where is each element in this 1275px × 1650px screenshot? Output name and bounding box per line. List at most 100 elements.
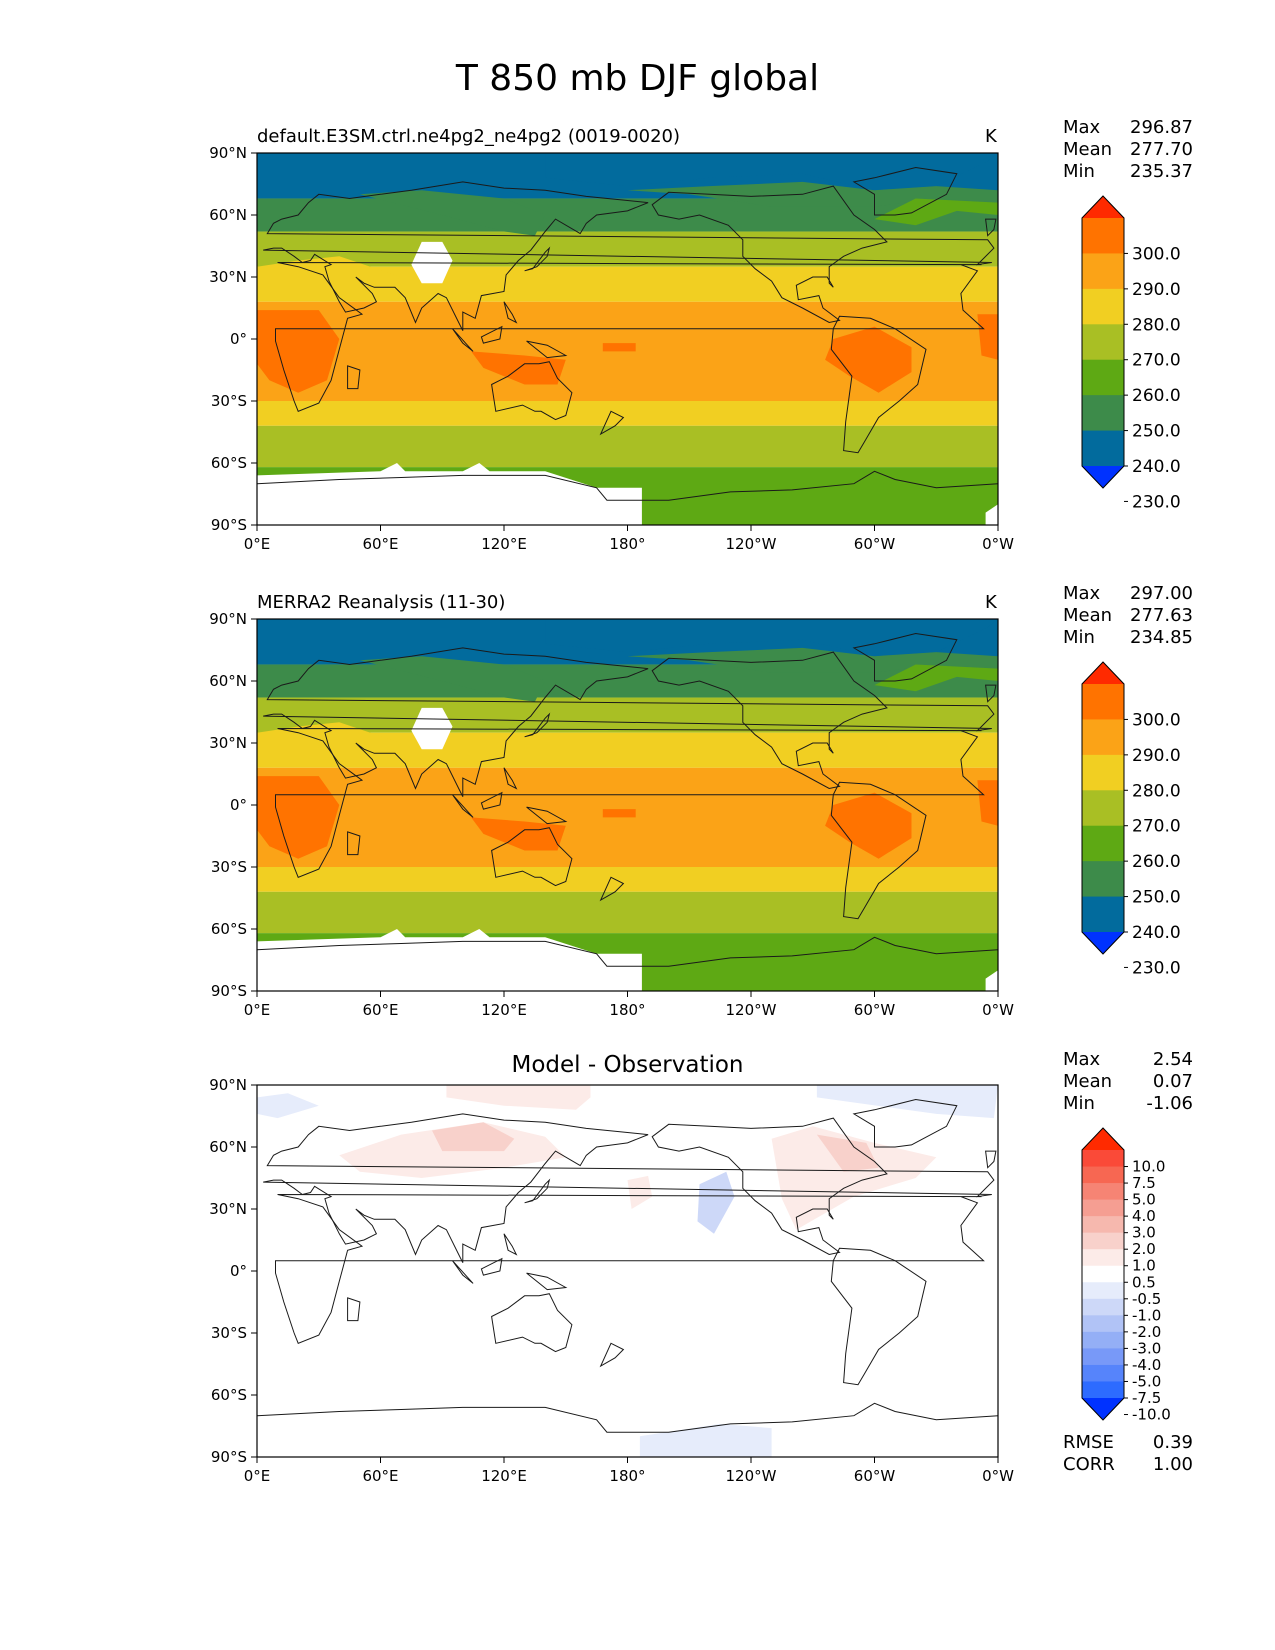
colorbar-swatch: [1082, 932, 1124, 954]
colorbar-swatch: [1082, 1265, 1124, 1283]
panel-obs: MERRA2 Reanalysis (11-30) K 0°E 60°E 120°E…: [0, 583, 1275, 1062]
y-tick-label: 90°N: [209, 1076, 247, 1094]
colorbar-swatch: [1082, 430, 1124, 467]
y-tick-label: 90°S: [211, 982, 247, 1000]
colorbar-label: 5.0: [1132, 1191, 1156, 1209]
colorbar-label: 300.0: [1132, 244, 1181, 264]
stat-mean: 0.07: [1152, 1071, 1193, 1092]
stat-label: Max: [1063, 583, 1101, 604]
panel-title: Model - Observation: [511, 1052, 744, 1078]
coastline-outline: [503, 1233, 518, 1256]
contour-region: [697, 1171, 735, 1234]
colorbar-label: 240.0: [1132, 457, 1181, 477]
contour-region: [627, 181, 998, 207]
coastline-outline: [263, 1113, 995, 1263]
contour-region: [602, 809, 636, 818]
colorbar-label: 7.5: [1132, 1174, 1156, 1192]
coastline-outline: [830, 1247, 927, 1386]
contour-region: [639, 1423, 772, 1457]
y-tick-label: 60°N: [209, 1138, 247, 1156]
error-stats: RMSE 0.39 CORR 1.00: [1063, 1432, 1193, 1476]
x-tick-label: 60°E: [362, 1001, 398, 1019]
contour-region: [257, 776, 340, 859]
colorbar-label: -10.0: [1132, 1406, 1171, 1424]
panel-model: default.E3SM.ctrl.ne4pg2_ne4pg2 (0019-00…: [0, 117, 1275, 596]
map-plot-diff: 0°E 60°E 120°E 180° 120°W 60°W 0°W 90°N 60°N 30°N…: [209, 1076, 1171, 1485]
y-tick-label: 30°N: [209, 1200, 247, 1218]
contour-region: [257, 929, 642, 991]
colorbar-label: 260.0: [1132, 386, 1181, 406]
coastline-outline: [599, 1342, 625, 1368]
filled-contours: [257, 153, 998, 525]
figure-title: T 850 mb DJF global: [455, 58, 820, 99]
contour-region: [257, 1093, 319, 1119]
colorbar-swatch: [1082, 218, 1124, 254]
x-tick-label: 120°E: [481, 535, 527, 553]
x-tick-label: 60°W: [854, 535, 896, 553]
colorbar: 300.0 290.0 280.0 270.0 260.0 250.0 240.0 230.0: [1081, 661, 1181, 978]
stat-label: CORR: [1063, 1454, 1115, 1475]
colorbar-swatch: [1082, 825, 1124, 862]
coastline-outline: [275, 728, 985, 878]
panel-units: K: [985, 592, 997, 613]
coastline-outline: [524, 712, 551, 738]
stat-rmse: 0.39: [1152, 1432, 1193, 1453]
stat-min: -1.06: [1146, 1093, 1193, 1114]
colorbar-swatch: [1082, 1199, 1124, 1217]
contour-region: [977, 314, 998, 360]
coastline-outline: [491, 827, 573, 887]
x-tick-label: 180°: [609, 1467, 645, 1485]
contour-region: [627, 647, 998, 673]
map-plot-model: 0°E 60°E 120°E 180° 120°W 60°W 0°W 90°N 60°N 30°N…: [209, 144, 1181, 553]
coastline-outline: [452, 328, 474, 352]
y-tick-label: 90°S: [211, 1448, 247, 1466]
coastline-outline: [347, 365, 361, 390]
y-tick-label: 60°N: [209, 206, 247, 224]
colorbar-swatch: [1082, 1150, 1124, 1168]
colorbar-label: 10.0: [1132, 1158, 1165, 1176]
stat-label: Max: [1063, 117, 1101, 138]
stat-min: 234.85: [1130, 627, 1193, 648]
coastline-outline: [830, 315, 927, 454]
stats-box: Max 297.00 Mean 277.63 Min 234.85: [1063, 583, 1193, 649]
colorbar-swatch: [1082, 861, 1124, 898]
x-tick-label: 0°E: [244, 1467, 271, 1485]
coastline-outline: [347, 831, 361, 856]
colorbar-swatch: [1082, 1128, 1124, 1150]
colorbar-label: 290.0: [1132, 280, 1181, 300]
contour-region: [257, 310, 340, 393]
x-tick-label: 180°: [609, 535, 645, 553]
colorbar-label: -0.5: [1132, 1290, 1161, 1308]
colorbar-swatch: [1082, 754, 1124, 791]
colorbar-swatch: [1082, 288, 1124, 325]
coastline-outline: [480, 1257, 503, 1276]
coastline-outline: [852, 1098, 958, 1148]
coastline-outline: [524, 246, 551, 272]
coastline-outline: [599, 410, 625, 436]
contour-region: [825, 792, 912, 859]
colorbar-swatch: [1082, 662, 1124, 684]
x-tick-label: 0°W: [982, 535, 1014, 553]
stat-mean: 277.70: [1130, 139, 1193, 160]
colorbar: 10.07.55.04.03.02.01.00.5-0.5-1.0-2.0-3.…: [1081, 1127, 1171, 1424]
colorbar-label: 270.0: [1132, 351, 1181, 371]
stat-label: RMSE: [1063, 1432, 1114, 1453]
colorbar-swatch: [1082, 1282, 1124, 1300]
coastline-outline: [852, 166, 958, 216]
coastline-outline: [985, 684, 997, 703]
colorbar-swatch: [1082, 1364, 1124, 1382]
colorbar-swatch: [1082, 395, 1124, 432]
x-tick-label: 0°E: [244, 1001, 271, 1019]
stat-label: Min: [1063, 1093, 1095, 1114]
stat-label: Mean: [1063, 1071, 1113, 1092]
y-tick-label: 0°: [230, 796, 247, 814]
coastline-outline: [651, 185, 888, 324]
x-tick-label: 60°E: [362, 535, 398, 553]
stat-label: Min: [1063, 627, 1095, 648]
coastline-outline: [526, 340, 568, 359]
colorbar-swatch: [1082, 253, 1124, 290]
panel-units: K: [985, 126, 997, 147]
colorbar-swatch: [1082, 466, 1124, 488]
colorbar-swatch: [1082, 1331, 1124, 1349]
colorbar: 300.0 290.0 280.0 270.0 260.0 250.0 240.0 230.0: [1081, 195, 1181, 512]
